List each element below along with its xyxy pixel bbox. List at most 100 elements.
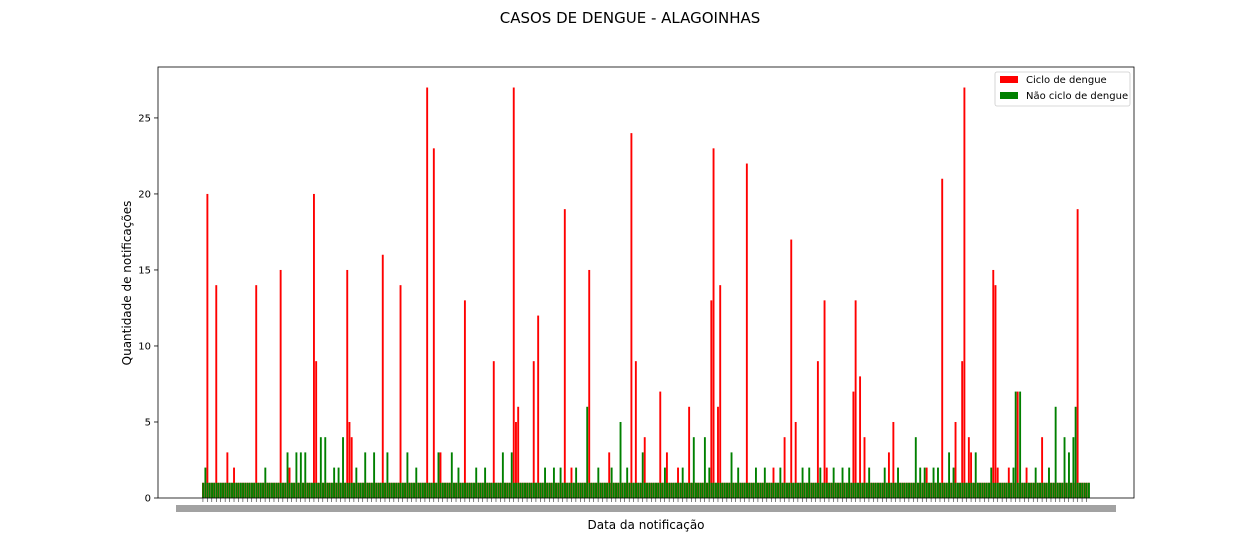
bar-nao-ciclo <box>1025 482 1028 498</box>
bar-ciclo <box>992 269 995 498</box>
bar-nao-ciclo <box>233 482 236 498</box>
bar-nao-ciclo <box>885 482 888 498</box>
bar-nao-ciclo <box>999 482 1002 498</box>
bar-nao-ciclo <box>948 452 951 498</box>
bar-nao-ciclo <box>985 482 988 498</box>
bar-ciclo <box>492 361 495 498</box>
bar-nao-ciclo <box>792 482 795 498</box>
bar-nao-ciclo <box>239 482 242 498</box>
bar-nao-ciclo <box>544 467 546 498</box>
bar-ciclo <box>399 285 402 498</box>
bar-ciclo <box>859 376 862 498</box>
bar-nao-ciclo <box>1083 482 1086 498</box>
bar-nao-ciclo <box>959 482 962 498</box>
bar-nao-ciclo <box>555 482 558 498</box>
bar-ciclo <box>630 133 633 498</box>
bar-nao-ciclo <box>1072 437 1075 498</box>
bar-nao-ciclo <box>315 482 318 498</box>
bar-nao-ciclo <box>681 467 684 498</box>
bar-nao-ciclo <box>202 482 205 498</box>
bar-ciclo <box>710 300 713 498</box>
bar-nao-ciclo <box>988 482 990 498</box>
bar-nao-ciclo <box>348 482 351 498</box>
bar-nao-ciclo <box>1012 467 1015 498</box>
bar-nao-ciclo <box>677 482 680 498</box>
bar-nao-ciclo <box>226 482 229 498</box>
bar-nao-ciclo <box>584 482 586 498</box>
bar-nao-ciclo <box>277 482 280 498</box>
bar-nao-ciclo <box>570 482 573 498</box>
bar-nao-ciclo <box>890 482 893 498</box>
bar-nao-ciclo <box>535 482 538 498</box>
bar-nao-ciclo <box>206 482 209 498</box>
bar-nao-ciclo <box>568 482 571 498</box>
plot-area-frame <box>157 66 1135 499</box>
bar-nao-ciclo <box>330 482 333 498</box>
bar-nao-ciclo <box>615 482 618 498</box>
bar-nao-ciclo <box>963 482 966 498</box>
bar-ciclo <box>463 300 466 498</box>
bar-nao-ciclo <box>517 482 520 498</box>
bar-nao-ciclo <box>996 482 999 498</box>
bar-nao-ciclo <box>410 482 413 498</box>
bar-ciclo <box>994 285 997 498</box>
bar-nao-ciclo <box>475 467 478 498</box>
bar-nao-ciclo <box>1032 482 1035 498</box>
bar-nao-ciclo <box>513 482 515 498</box>
bar-nao-ciclo <box>617 482 620 498</box>
bar-nao-ciclo <box>819 467 822 498</box>
bar-nao-ciclo <box>499 482 502 498</box>
bar-nao-ciclo <box>828 482 831 498</box>
bar-nao-ciclo <box>370 482 373 498</box>
bar-nao-ciclo <box>666 482 669 498</box>
bar-nao-ciclo <box>721 482 724 498</box>
bar-nao-ciclo <box>541 482 544 498</box>
bar-nao-ciclo <box>739 482 742 498</box>
bar-nao-ciclo <box>708 467 711 498</box>
bar-nao-ciclo <box>402 482 404 498</box>
bar-nao-ciclo <box>939 482 942 498</box>
bar-nao-ciclo <box>435 482 438 498</box>
bar-nao-ciclo <box>641 452 644 498</box>
bar-nao-ciclo <box>812 482 815 498</box>
bar-nao-ciclo <box>530 482 533 498</box>
bar-nao-ciclo <box>961 482 964 498</box>
bar-nao-ciclo <box>333 467 336 498</box>
bar-nao-ciclo <box>557 482 560 498</box>
bar-nao-ciclo <box>706 482 709 498</box>
bar-nao-ciclo <box>726 482 729 498</box>
bar-nao-ciclo <box>1081 482 1084 498</box>
bar-nao-ciclo <box>770 482 773 498</box>
bar-nao-ciclo <box>703 437 706 498</box>
bar-nao-ciclo <box>537 482 540 498</box>
bar-ciclo <box>967 437 970 498</box>
bar-nao-ciclo <box>952 467 955 498</box>
bar-nao-ciclo <box>215 482 218 498</box>
bar-nao-ciclo <box>1085 482 1088 498</box>
bar-nao-ciclo <box>1045 482 1048 498</box>
bar-nao-ciclo <box>590 482 593 498</box>
bar-nao-ciclo <box>803 482 806 498</box>
bar-nao-ciclo <box>774 482 777 498</box>
legend: Ciclo de dengue Não ciclo de dengue <box>994 71 1131 107</box>
bar-nao-ciclo <box>925 482 928 498</box>
bar-nao-ciclo <box>639 482 642 498</box>
legend-label-nao-ciclo: Não ciclo de dengue <box>1026 91 1128 102</box>
bar-nao-ciclo <box>490 482 493 498</box>
bar-nao-ciclo <box>524 482 527 498</box>
bar-nao-ciclo <box>910 482 913 498</box>
bar-nao-ciclo <box>592 482 595 498</box>
bar-nao-ciclo <box>1079 482 1082 498</box>
bar-nao-ciclo <box>355 467 358 498</box>
bar-ciclo <box>1007 467 1010 498</box>
bar-nao-ciclo <box>384 482 387 498</box>
bar-ciclo <box>712 148 715 498</box>
bar-nao-ciclo <box>695 482 697 498</box>
bar-nao-ciclo <box>883 467 886 498</box>
legend-swatch-nao-ciclo <box>1000 92 1018 99</box>
bar-nao-ciclo <box>306 482 309 498</box>
bar-nao-ciclo <box>690 482 693 498</box>
x-tick-labels-overlapping <box>176 505 1116 512</box>
bar-nao-ciclo <box>981 482 984 498</box>
bar-nao-ciclo <box>1034 467 1037 498</box>
